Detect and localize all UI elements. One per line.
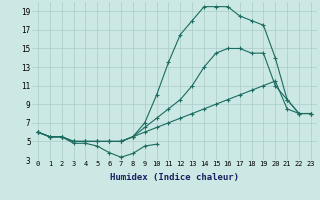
- X-axis label: Humidex (Indice chaleur): Humidex (Indice chaleur): [110, 173, 239, 182]
